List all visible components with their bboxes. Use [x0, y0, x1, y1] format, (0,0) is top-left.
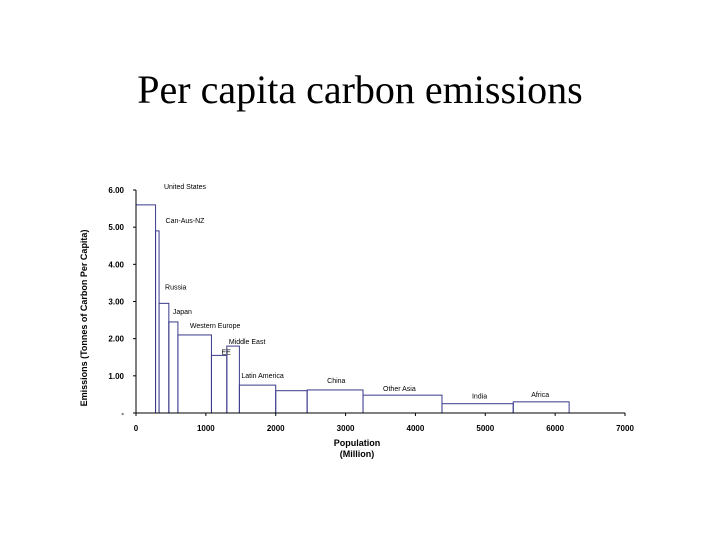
y-tick-label: 1.00 — [108, 372, 124, 381]
bar-label: Other Asia — [383, 386, 416, 393]
labels-layer: United States Can-Aus-NZ Russia Japan Wester… — [164, 184, 549, 401]
bar-label: Russia — [165, 284, 187, 291]
bar-label: Middle East — [229, 339, 266, 346]
axes-layer: 0 1000 2000 3000 4000 5000 6000 7000 - 1.00 2.00 3.… — [79, 186, 634, 459]
bar — [135, 204, 157, 414]
y-tick-label: 4.00 — [108, 260, 124, 269]
bar — [168, 321, 179, 414]
y-tick-label: 6.00 — [108, 186, 124, 195]
bar — [238, 384, 277, 414]
x-axis-title-unit: (Million) — [340, 449, 375, 459]
bar-label: India — [472, 394, 487, 401]
x-tick-label: 7000 — [616, 424, 634, 433]
x-tick-label: 6000 — [546, 424, 564, 433]
slide-title: Per capita carbon emissions — [137, 67, 583, 112]
x-tick-label: 4000 — [407, 424, 425, 433]
bar-label: Can-Aus-NZ — [166, 218, 206, 225]
bar — [155, 230, 160, 414]
y-tick-label: 5.00 — [108, 223, 124, 232]
bar — [210, 354, 228, 414]
bar-label: Japan — [173, 309, 192, 316]
x-tick-label: 3000 — [337, 424, 355, 433]
bar-label: Western Europe — [190, 323, 241, 330]
bar — [177, 334, 212, 414]
bar-label: Latin America — [241, 373, 284, 380]
x-axis-title: Population — [334, 438, 381, 448]
bar-label: United States — [164, 184, 207, 191]
bar — [441, 403, 514, 414]
x-tick-label: 5000 — [476, 424, 494, 433]
bar — [512, 401, 570, 414]
bar-label: EE — [221, 349, 231, 356]
bar-label: China — [327, 378, 345, 385]
y-tick-label: - — [121, 409, 124, 418]
bar — [158, 302, 170, 414]
x-tick-label: 2000 — [267, 424, 285, 433]
y-tick-label: 2.00 — [108, 335, 124, 344]
y-tick-label: 3.00 — [108, 298, 124, 307]
bar-label: Africa — [531, 392, 549, 399]
y-axis-title: Emissions (Tonnes of Carbon Per Capita) — [79, 230, 89, 407]
bar — [306, 389, 364, 414]
x-tick-label: 0 — [134, 424, 139, 433]
x-tick-label: 1000 — [197, 424, 215, 433]
bar — [362, 394, 443, 414]
bar — [275, 390, 308, 414]
bars-layer — [135, 204, 570, 414]
